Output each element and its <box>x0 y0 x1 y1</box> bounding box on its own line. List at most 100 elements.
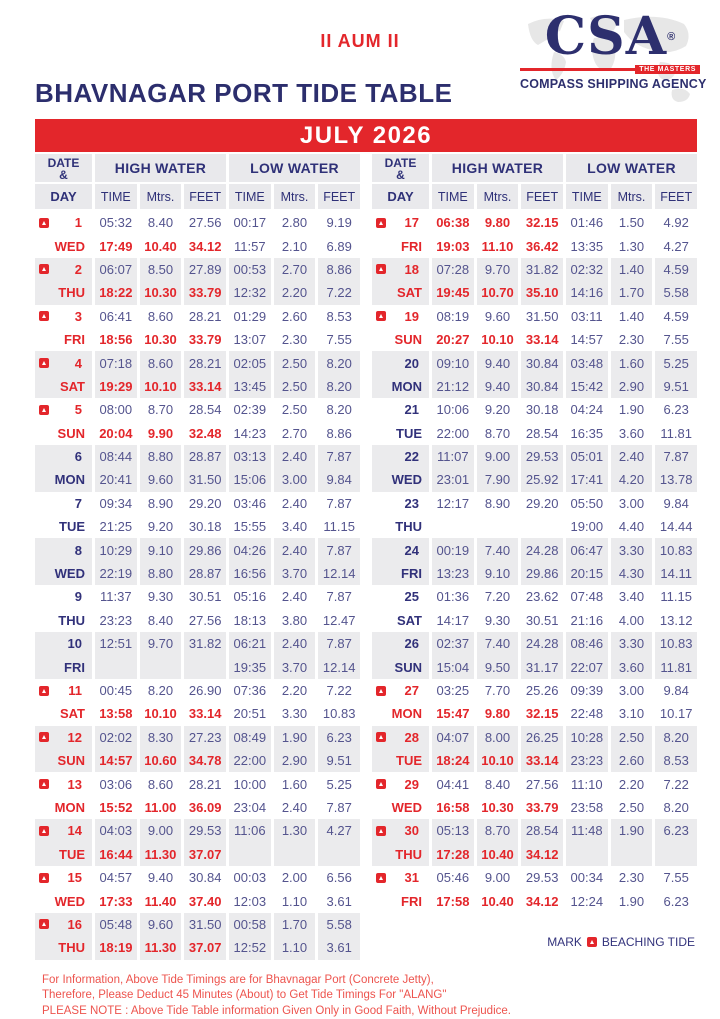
date-number-label: 10 <box>68 636 82 651</box>
lw-mtrs-cell: 4.40 <box>611 515 653 538</box>
triangle-glyph <box>42 408 46 412</box>
hw-time-cell: 15:52 <box>95 796 137 819</box>
hw-time-cell: 04:57 <box>95 866 137 889</box>
logo-company-name: COMPASS SHIPPING AGENCY <box>520 77 700 91</box>
date-number-label: 8 <box>75 543 82 558</box>
lw-mtrs-cell: 4.30 <box>611 562 653 585</box>
hw-mtrs-cell: 7.90 <box>477 468 519 491</box>
lw-feet-cell <box>655 843 697 866</box>
lw-time-cell: 01:46 <box>566 211 608 234</box>
hw-feet-cell: 29.53 <box>184 819 226 842</box>
day-header-cell: DAY <box>35 184 92 209</box>
date-number: 7 <box>35 492 92 515</box>
date-number: 10 <box>35 632 92 655</box>
hw-time-cell: 18:22 <box>95 281 137 304</box>
date-number: 23 <box>372 492 429 515</box>
lw-time-cell: 05:50 <box>566 492 608 515</box>
date-number-label: 28 <box>405 730 419 745</box>
lw-time-cell: 23:58 <box>566 796 608 819</box>
hw-time-cell: 17:33 <box>95 889 137 912</box>
lw-feet-cell: 8.86 <box>318 258 360 281</box>
day-name: FRI <box>372 562 429 585</box>
hw-time-cell: 06:41 <box>95 305 137 328</box>
hw-feet-cell: 36.09 <box>184 796 226 819</box>
lw-feet-cell: 4.59 <box>655 305 697 328</box>
hw-time-cell: 15:04 <box>432 655 474 678</box>
lw-time-cell: 16:56 <box>229 562 271 585</box>
high-water-header: HIGH WATER <box>95 154 226 182</box>
lw-mtrs-cell: 2.30 <box>611 328 653 351</box>
time-column-header: TIME <box>229 184 271 209</box>
date-number-label: 6 <box>75 449 82 464</box>
lw-time-cell: 03:11 <box>566 305 608 328</box>
day-name: MON <box>35 796 92 819</box>
lw-mtrs-cell: 1.30 <box>611 234 653 257</box>
hw-feet-cell: 27.56 <box>184 609 226 632</box>
lw-feet-cell: 13.78 <box>655 468 697 491</box>
lw-feet-cell: 12.14 <box>318 562 360 585</box>
mtrs-column-header: Mtrs. <box>611 184 653 209</box>
lw-feet-cell: 7.55 <box>655 866 697 889</box>
lw-time-cell: 13:35 <box>566 234 608 257</box>
lw-time-cell: 08:46 <box>566 632 608 655</box>
hw-time-cell: 19:29 <box>95 375 137 398</box>
lw-time-cell: 16:35 <box>566 422 608 445</box>
lw-time-cell: 00:34 <box>566 866 608 889</box>
date-number-label: 1 <box>75 215 82 230</box>
lw-time-cell: 12:03 <box>229 889 271 912</box>
hw-mtrs-cell: 9.60 <box>140 468 182 491</box>
lw-feet-cell: 10.83 <box>318 702 360 725</box>
lw-time-cell: 03:13 <box>229 445 271 468</box>
lw-mtrs-cell: 2.70 <box>274 258 316 281</box>
feet-column-header: FEET <box>521 184 563 209</box>
hw-time-cell: 17:58 <box>432 889 474 912</box>
hw-mtrs-cell: 8.40 <box>477 772 519 795</box>
lw-mtrs-cell: 1.40 <box>611 258 653 281</box>
lw-feet-cell: 5.58 <box>318 913 360 936</box>
lw-mtrs-cell: 2.00 <box>274 866 316 889</box>
hw-mtrs-cell: 10.30 <box>140 281 182 304</box>
hw-time-cell: 10:29 <box>95 538 137 561</box>
lw-mtrs-cell: 3.00 <box>611 679 653 702</box>
hw-feet-cell: 31.50 <box>521 305 563 328</box>
hw-time-cell: 22:19 <box>95 562 137 585</box>
lw-mtrs-cell: 1.30 <box>274 819 316 842</box>
beaching-tide-icon <box>376 264 386 274</box>
csa-logo: CSA® THE MASTERS COMPASS SHIPPING AGENCY <box>520 10 700 112</box>
lw-time-cell: 08:49 <box>229 726 271 749</box>
hw-time-cell: 12:51 <box>95 632 137 655</box>
triangle-glyph <box>42 221 46 225</box>
hw-time-cell <box>432 515 474 538</box>
lw-feet-cell: 14.11 <box>655 562 697 585</box>
lw-time-cell: 15:42 <box>566 375 608 398</box>
lw-feet-cell: 8.20 <box>318 398 360 421</box>
feet-column-header: FEET <box>318 184 360 209</box>
day-name: TUE <box>35 515 92 538</box>
lw-feet-cell: 10.83 <box>655 538 697 561</box>
hw-time-cell: 22:00 <box>432 422 474 445</box>
lw-time-cell <box>229 843 271 866</box>
hw-mtrs-cell: 8.40 <box>140 211 182 234</box>
hw-feet-cell: 29.20 <box>184 492 226 515</box>
hw-feet-cell: 28.54 <box>521 819 563 842</box>
hw-mtrs-cell: 8.70 <box>140 398 182 421</box>
day-name: FRI <box>372 234 429 257</box>
lw-mtrs-cell <box>611 843 653 866</box>
lw-mtrs-cell: 3.40 <box>611 585 653 608</box>
beaching-tide-icon <box>39 358 49 368</box>
lw-time-cell: 18:13 <box>229 609 271 632</box>
lw-mtrs-cell: 3.30 <box>611 538 653 561</box>
hw-mtrs-cell: 9.00 <box>477 866 519 889</box>
hw-time-cell: 08:19 <box>432 305 474 328</box>
lw-time-cell: 05:16 <box>229 585 271 608</box>
hw-feet-cell: 33.14 <box>521 749 563 772</box>
date-number-label: 20 <box>405 356 419 371</box>
lw-mtrs-cell: 2.40 <box>274 445 316 468</box>
day-name: TUE <box>372 749 429 772</box>
triangle-glyph <box>42 689 46 693</box>
